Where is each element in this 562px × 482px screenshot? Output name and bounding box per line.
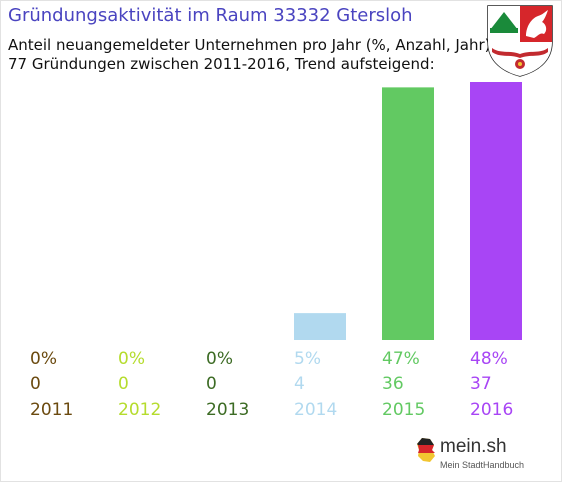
percent-label-2013: 0% bbox=[206, 349, 233, 369]
count-label-2016: 37 bbox=[470, 374, 492, 394]
year-label-2014: 2014 bbox=[294, 400, 337, 420]
subtitle-line-2: 77 Gründungen zwischen 2011-2016, Trend … bbox=[8, 55, 435, 73]
count-label-2015: 36 bbox=[382, 374, 404, 394]
percent-label-2011: 0% bbox=[30, 349, 57, 369]
year-label-2016: 2016 bbox=[470, 400, 513, 420]
percent-label-2015: 47% bbox=[382, 349, 420, 369]
logo-tagline: Mein StadtHandbuch bbox=[440, 460, 525, 470]
year-label-2011: 2011 bbox=[30, 400, 73, 420]
chart-subtitle: Anteil neuangemeldeter Unternehmen pro J… bbox=[8, 36, 491, 74]
count-label-2011: 0 bbox=[30, 374, 41, 394]
percent-label-2012: 0% bbox=[118, 349, 145, 369]
mein-sh-logo: mein.sh Mein StadtHandbuch bbox=[414, 436, 524, 476]
year-label-2012: 2012 bbox=[118, 400, 161, 420]
percent-label-2014: 5% bbox=[294, 349, 321, 369]
year-label-2015: 2015 bbox=[382, 400, 425, 420]
nrw-coat-of-arms-icon bbox=[487, 5, 553, 77]
bar-2015 bbox=[382, 87, 434, 340]
count-label-2014: 4 bbox=[294, 374, 305, 394]
bar-2016 bbox=[470, 82, 522, 340]
bar-2014 bbox=[294, 313, 346, 340]
year-label-2013: 2013 bbox=[206, 400, 249, 420]
count-label-2013: 0 bbox=[206, 374, 217, 394]
percent-label-2016: 48% bbox=[470, 349, 508, 369]
chart-title: Gründungsaktivität im Raum 33332 Gterslo… bbox=[8, 5, 413, 26]
logo-text: mein.sh bbox=[440, 436, 507, 457]
count-label-2012: 0 bbox=[118, 374, 129, 394]
germany-map-icon bbox=[417, 438, 435, 462]
subtitle-line-1: Anteil neuangemeldeter Unternehmen pro J… bbox=[8, 36, 491, 54]
